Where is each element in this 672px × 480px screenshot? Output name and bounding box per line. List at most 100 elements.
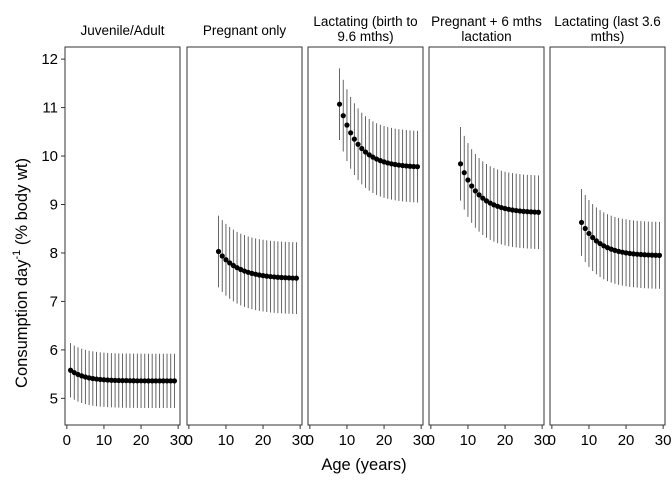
facet-panel: Pregnant only 0 10 20 30 xyxy=(185,23,309,449)
x-tick-label: 20 xyxy=(133,432,150,449)
data-point xyxy=(407,163,413,169)
data-point xyxy=(153,378,159,384)
y-axis-title-superscript: -1 xyxy=(11,250,23,260)
data-point xyxy=(520,208,527,214)
x-tick-label: 10 xyxy=(218,432,235,449)
data-point xyxy=(171,378,178,384)
data-point xyxy=(348,130,354,136)
data-point xyxy=(219,253,225,259)
data-point xyxy=(340,113,346,119)
y-tick-label: 7 xyxy=(50,293,58,310)
data-point xyxy=(227,260,233,266)
x-tick-label: 0 xyxy=(63,432,71,449)
x-tick-label: 30 xyxy=(413,432,430,449)
x-tick-label: 20 xyxy=(376,432,393,449)
x-tick-label: 0 xyxy=(306,432,314,449)
x-tick-label: 30 xyxy=(170,432,187,449)
data-point xyxy=(145,378,152,384)
data-point xyxy=(67,367,74,373)
facet-title: Lactating (last 3.6 xyxy=(554,14,661,29)
data-point xyxy=(168,378,174,384)
data-point xyxy=(586,230,592,237)
data-point xyxy=(351,136,357,142)
data-point xyxy=(123,378,129,384)
data-point xyxy=(134,378,140,384)
facet-title: 9.6 mths) xyxy=(337,29,393,44)
y-tick-label: 9 xyxy=(50,197,58,214)
data-point xyxy=(653,252,659,258)
data-point xyxy=(649,252,655,258)
data-point xyxy=(535,209,542,215)
x-tick-label: 10 xyxy=(460,432,477,449)
data-point xyxy=(366,152,372,158)
data-point xyxy=(138,378,144,384)
data-point xyxy=(156,378,163,384)
data-point xyxy=(271,274,277,280)
data-point xyxy=(223,257,229,263)
data-point xyxy=(119,377,126,384)
x-tick-label: 20 xyxy=(497,432,514,449)
facet-title: mths) xyxy=(591,29,625,44)
data-point xyxy=(476,192,482,198)
facet-title: Pregnant + 6 mths xyxy=(431,14,542,29)
y-tick-label: 5 xyxy=(50,390,58,407)
data-point xyxy=(403,163,409,169)
data-point xyxy=(101,377,107,383)
x-tick-label: 30 xyxy=(534,432,551,449)
facet-title: Juvenile/Adult xyxy=(80,23,164,38)
data-point xyxy=(528,209,534,215)
panel-border xyxy=(549,46,666,426)
y-tick-label: 10 xyxy=(41,148,58,165)
data-point xyxy=(469,183,475,189)
x-tick-label: 0 xyxy=(427,432,435,449)
y-axis-title-main: Consumption day xyxy=(13,259,31,388)
data-point xyxy=(275,274,281,280)
data-point xyxy=(278,274,285,281)
panel-border xyxy=(64,46,181,426)
data-point xyxy=(355,141,361,147)
x-tick-label: 0 xyxy=(185,432,193,449)
data-point xyxy=(362,149,369,155)
data-point xyxy=(97,376,103,383)
data-point xyxy=(578,219,585,226)
x-tick-label: 0 xyxy=(548,432,556,449)
y-tick-label: 8 xyxy=(50,245,58,262)
y-tick-label: 11 xyxy=(42,100,58,117)
x-tick-label: 10 xyxy=(581,432,598,449)
data-point xyxy=(457,161,464,167)
data-point xyxy=(142,378,148,384)
data-point xyxy=(638,251,644,258)
data-point xyxy=(593,238,599,244)
data-point xyxy=(131,378,137,384)
data-point xyxy=(641,252,648,258)
data-point xyxy=(164,378,170,384)
x-tick-label: 30 xyxy=(655,432,672,449)
data-point xyxy=(524,209,530,215)
x-axis-title: Age (years) xyxy=(321,456,406,474)
y-axis-title-rest: (% body wt) xyxy=(13,158,31,250)
data-point xyxy=(344,122,350,128)
data-point xyxy=(282,275,288,281)
facet-title: Lactating (birth to xyxy=(313,14,417,29)
data-point xyxy=(160,378,166,384)
y-axis-title: Consumption day-1 (% body wt) xyxy=(11,158,31,388)
x-tick-label: 10 xyxy=(96,432,113,449)
data-point xyxy=(116,377,122,384)
x-tick-label: 20 xyxy=(618,432,635,449)
data-point xyxy=(461,170,467,176)
data-point xyxy=(480,195,486,201)
data-point xyxy=(656,252,663,258)
y-tick-label: 12 xyxy=(41,51,58,68)
x-tick-label: 10 xyxy=(339,432,356,449)
data-point xyxy=(465,177,471,183)
x-tick-label: 20 xyxy=(255,432,272,449)
panel-border xyxy=(186,46,303,426)
data-point xyxy=(532,209,538,215)
facet-panel: Lactating (birth to9.6 mths) 0 10 20 30 xyxy=(306,14,430,449)
data-point xyxy=(286,275,292,281)
data-point xyxy=(582,225,588,232)
